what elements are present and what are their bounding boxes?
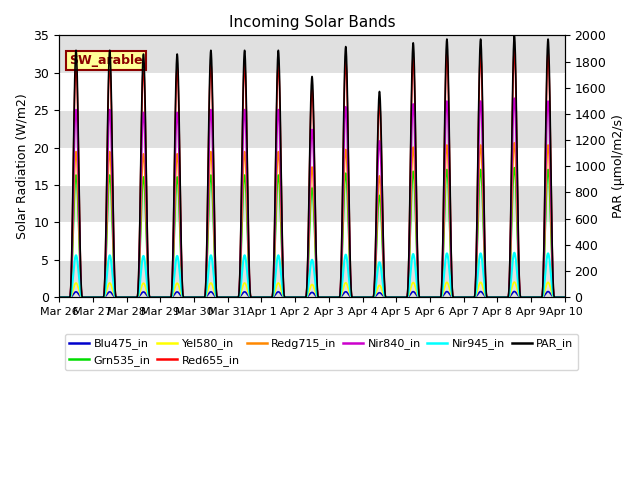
Y-axis label: PAR (μmol/m2/s): PAR (μmol/m2/s) — [612, 114, 625, 218]
Y-axis label: Solar Radiation (W/m2): Solar Radiation (W/m2) — [15, 94, 28, 239]
Legend: Blu475_in, Grn535_in, Yel580_in, Red655_in, Redg715_in, Nir840_in, Nir945_in, PA: Blu475_in, Grn535_in, Yel580_in, Red655_… — [65, 334, 578, 370]
Bar — [59, 36, 565, 73]
Text: SW_arable: SW_arable — [69, 54, 143, 67]
Bar — [59, 110, 565, 147]
Bar — [59, 185, 565, 222]
Title: Incoming Solar Bands: Incoming Solar Bands — [228, 15, 396, 30]
Bar — [59, 260, 565, 297]
